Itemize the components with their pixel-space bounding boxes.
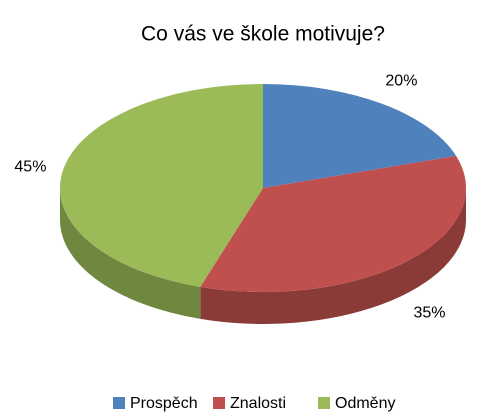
- slice-side: [200, 188, 467, 324]
- data-label: 35%: [413, 305, 445, 322]
- slice: [59, 84, 263, 287]
- legend-swatch: [318, 397, 330, 409]
- slice: [200, 155, 467, 292]
- legend-label: Prospěch: [130, 395, 198, 412]
- legend-label: Znalosti: [230, 395, 286, 412]
- chart-title: Co vás ve škole motivuje?: [141, 23, 385, 46]
- data-label: 45%: [14, 159, 46, 176]
- slice-side: [60, 188, 201, 319]
- slice: [263, 84, 457, 188]
- legend-swatch: [113, 397, 125, 409]
- legend-label: Odměny: [335, 395, 395, 412]
- data-label: 20%: [385, 72, 417, 89]
- legend-swatch: [213, 397, 225, 409]
